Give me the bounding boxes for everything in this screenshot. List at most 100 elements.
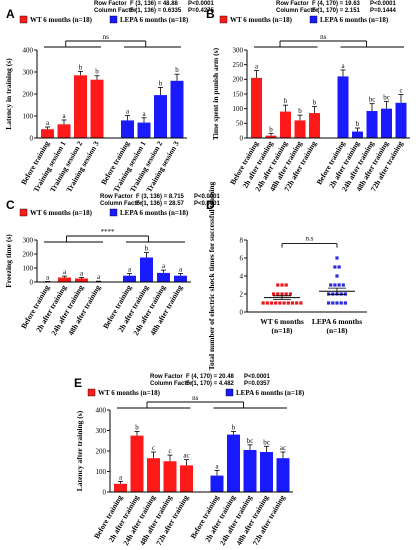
panel-b-stat-row-p: P<0.0001 <box>370 1 397 7</box>
panel-c-bracket-label: **** <box>101 228 116 236</box>
panel-a-bar-wt-1 <box>57 124 71 138</box>
panel-d-point-wt <box>299 301 303 305</box>
panel-b-sig-letter: b <box>356 120 360 128</box>
panel-e-letter: E <box>74 376 82 390</box>
panel-d-point-lepa <box>341 283 345 287</box>
panel-d-point-wt <box>284 292 288 296</box>
panel-d-point-lepa <box>333 265 337 269</box>
panel-e-stat-col-value: F (1, 170) = 4.482 <box>186 381 235 387</box>
panel-e-sig-letter: c <box>168 447 171 455</box>
panel-e-legend-wt-label: WT 6 months (n=18) <box>98 389 161 397</box>
panel-d-point-lepa <box>327 301 331 305</box>
panel-d-y-tick-label: 0 <box>240 308 244 316</box>
panel-d-point-lepa <box>339 292 343 296</box>
panel-a-sig-letter: b <box>95 68 99 76</box>
panel-e-sig-letter: b <box>232 424 236 432</box>
panel-c-sig-letter: b <box>145 245 149 253</box>
panel-d-point-wt <box>276 292 280 296</box>
panel-b-bar-wt-4 <box>309 113 320 138</box>
panel-b-y-tick-label: 200 <box>233 76 244 84</box>
panel-e-legend-lepa-swatch <box>225 388 234 397</box>
panel-e-bar-lepa-4 <box>276 458 290 492</box>
panel-c-y-axis-title: Freezing time (s) <box>4 234 13 288</box>
panel-d-y-tick-label: 2 <box>240 290 244 298</box>
panel-b-bar-wt-0 <box>251 77 262 138</box>
panel-b-stat-row-value: F (4, 170) = 19.63 <box>312 1 361 7</box>
panel-a-legend-lepa-label: LEPA 6 months (n=18) <box>120 16 189 24</box>
panel-d-point-lepa <box>331 292 335 296</box>
panel-b-legend-wt-label: WT 6 months (n=18) <box>230 16 293 24</box>
panel-a-sig-letter: b <box>175 66 179 74</box>
panel-d-y-tick-label: 4 <box>240 272 244 280</box>
panel-a-y-tick-label: 400 <box>23 46 34 54</box>
panel-a-stat-col-value: F (1, 136) = 0.6335 <box>130 8 182 14</box>
panel-a-stat-row-p: P<0.0001 <box>188 1 215 7</box>
panel-d-point-wt <box>282 301 286 305</box>
panel-c-legend-lepa-swatch <box>109 208 118 217</box>
panel-c-sig-letter: a <box>179 266 183 274</box>
panel-d-point-lepa <box>335 274 339 278</box>
panel-a-y-tick-label: 200 <box>23 90 34 98</box>
panel-c-y-tick-label: 200 <box>23 250 34 258</box>
panel-d-point-lepa <box>337 283 341 287</box>
panel-e-legend-lepa-label: LEPA 6 months (n=18) <box>236 389 305 397</box>
panel-c-stat-row-label: Row Factor <box>100 194 133 200</box>
panel-b-bar-lepa-4 <box>395 102 407 138</box>
panel-e-bar-lepa-3 <box>260 452 273 492</box>
panel-b-stat-col-value: F (1, 170) = 2.151 <box>312 8 361 14</box>
panel-c-bar-lepa-0 <box>123 275 136 282</box>
panel-c-bar-lepa-1 <box>140 257 153 282</box>
panel-e-stat-row-label: Row Factor <box>150 374 183 380</box>
panel-c-y-tick-label: 0 <box>30 278 34 286</box>
panel-e-legend-wt-swatch <box>87 388 96 397</box>
panel-b-sig-letter: bc <box>369 96 376 104</box>
panel-a-y-tick-label: 0 <box>30 134 34 142</box>
panel-a-bar-lepa-3 <box>170 80 184 138</box>
panel-d-point-wt <box>265 301 269 305</box>
panel-e-y-tick-label: 300 <box>96 427 107 435</box>
panel-a-sig-letter: a <box>126 108 130 116</box>
panel-e-bar-lepa-2 <box>243 449 257 492</box>
panel-d-point-wt <box>272 292 276 296</box>
panel-b-y-tick-label: 0 <box>240 134 244 142</box>
panel-a-bracket-label: ns <box>103 33 110 41</box>
panel-b-bar-wt-1 <box>265 135 277 138</box>
panel-b-bracket-label: ns <box>320 33 327 41</box>
panel-c-bar-lepa-2 <box>157 272 170 282</box>
panel-c-legend-wt-label: WT 6 months (n=18) <box>30 209 93 217</box>
panel-a-sig-letter: b <box>159 79 163 87</box>
panel-c-stat-col-label: Column Factor <box>100 201 143 207</box>
panel-b-bar-wt-2 <box>280 111 291 138</box>
panel-a-sig-letter: a <box>46 119 50 127</box>
panel-d-point-wt <box>295 301 299 305</box>
panel-a-stat-row-value: F (3, 136) = 48.88 <box>130 1 179 7</box>
panel-d-point-wt <box>288 292 292 296</box>
panel-c-bar-lepa-3 <box>174 275 187 282</box>
panel-a-bar-wt-3 <box>90 79 104 138</box>
panel-d-point-lepa <box>337 265 341 269</box>
panel-c-legend-wt-swatch <box>19 208 28 217</box>
panel-e-y-tick-label: 200 <box>96 447 107 455</box>
panel-b-sig-letter: b <box>313 99 317 107</box>
panel-c-stat-col-p: P<0.0001 <box>194 201 221 207</box>
panel-b-legend-lepa-swatch <box>309 15 318 24</box>
panel-a-letter: A <box>6 7 15 21</box>
panel-b-y-axis-title: Time spent in punish arm (s) <box>211 47 220 140</box>
panel-e-bar-wt-3 <box>163 461 177 492</box>
panel-d-point-lepa <box>329 283 333 287</box>
panel-a-stat-col-p: P=0.4275 <box>188 8 215 14</box>
panel-c-sig-letter: a <box>80 269 84 277</box>
panel-a-legend-wt-label: WT 6 months (n=18) <box>30 16 93 24</box>
panel-d-y-axis-title: Total number of electric shock times for… <box>207 181 216 370</box>
panel-d-point-lepa <box>343 292 347 296</box>
panel-a-legend-lepa-swatch <box>109 15 118 24</box>
panel-c-sig-letter: a <box>63 268 67 276</box>
panel-d-bracket-label: n.s <box>306 235 314 243</box>
panel-e-y-tick-label: 100 <box>96 468 107 476</box>
panel-e-stat-col-label: Column Factor <box>150 381 193 387</box>
panel-b-sig-letter: b <box>298 107 302 115</box>
panel-d-point-wt <box>278 301 282 305</box>
panel-d-letter: D <box>206 198 215 212</box>
panel-b-sig-letter: a <box>341 62 345 70</box>
